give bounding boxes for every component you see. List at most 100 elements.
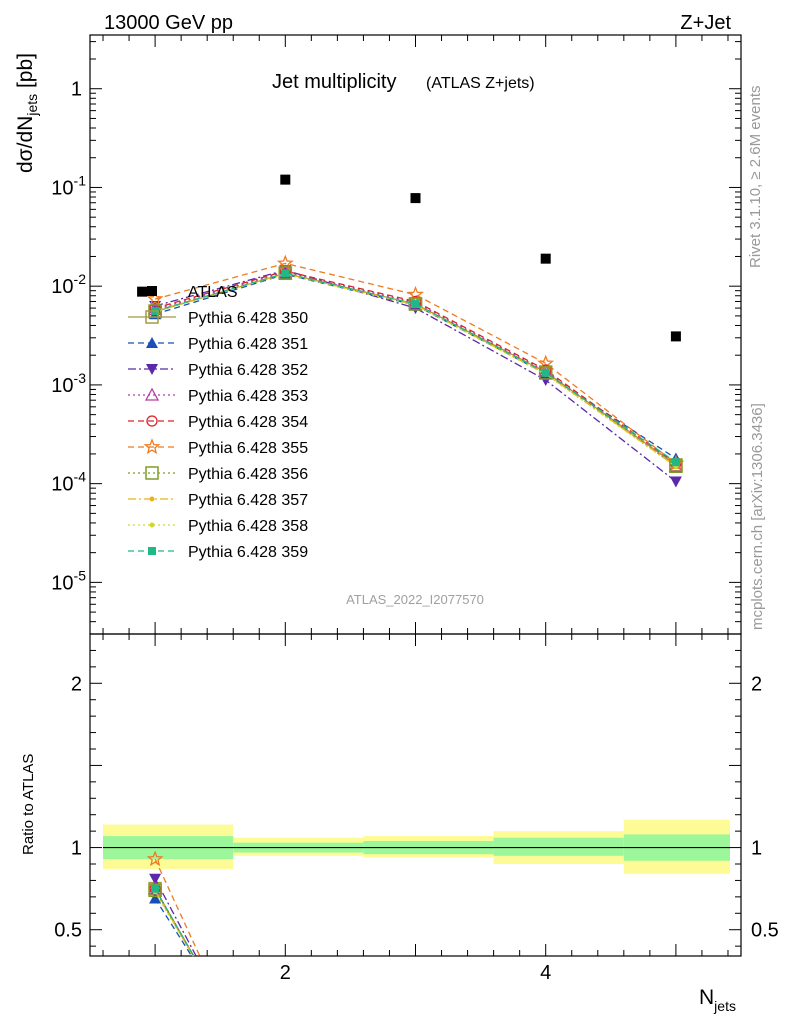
ratio-point	[148, 883, 162, 898]
legend-label: Pythia 6.428 357	[188, 492, 308, 509]
ratio-panel-frame	[89, 633, 742, 957]
atlas-data	[137, 174, 681, 342]
main-ylabel: dσ/dNjets [pb]	[14, 53, 40, 173]
header-right: Z+Jet	[680, 12, 731, 34]
ratio-point	[146, 850, 164, 867]
legend-label: Pythia 6.428 355	[188, 440, 308, 457]
ratio-line	[154, 888, 195, 957]
legend-marker	[143, 438, 161, 455]
series-line	[154, 272, 677, 467]
series-point	[671, 458, 680, 467]
data-point	[280, 174, 291, 185]
series-line	[154, 273, 677, 468]
legend-label: Pythia 6.428 358	[188, 518, 308, 535]
legend-entry-352: Pythia 6.428 352	[128, 362, 308, 379]
x-tick-label: 2	[280, 962, 291, 984]
legend-entry-350: Pythia 6.428 350	[128, 310, 308, 327]
ratio-uncertainty-bands	[103, 819, 730, 874]
series-point	[541, 368, 550, 377]
ratio-point	[149, 873, 162, 885]
ratio-line	[154, 858, 201, 957]
band-inner	[493, 837, 624, 856]
axis-ticks: 10-510-410-310-210-112 40.5 0.51 12 2	[51, 35, 779, 984]
y-tick-base: 10	[51, 177, 73, 199]
legend-entry-356: Pythia 6.428 356	[128, 466, 308, 483]
legend-marker	[144, 387, 160, 401]
ratio-series-352	[149, 873, 197, 957]
series-point	[669, 476, 682, 488]
ratio-series-351	[149, 892, 193, 957]
y-tick-label: 1	[71, 79, 82, 101]
series-point	[411, 299, 420, 308]
data-point	[410, 193, 421, 204]
legend-marker	[148, 547, 156, 555]
series-point	[539, 375, 552, 387]
y-tick-base: 10	[51, 572, 73, 594]
legend-label: Pythia 6.428 350	[188, 310, 308, 327]
legend-label: Pythia 6.428 352	[188, 362, 308, 379]
analysis-watermark: ATLAS_2022_I2077570	[346, 592, 484, 607]
legend-entry-351: Pythia 6.428 351	[128, 336, 308, 353]
legend-marker	[147, 286, 157, 296]
ratio-series-group	[146, 850, 201, 957]
legend-label: Pythia 6.428 359	[188, 544, 308, 561]
legend-entry-atlas: ATLAS	[147, 284, 238, 301]
xlabel: Njets	[699, 986, 736, 1014]
series-line	[154, 271, 677, 467]
main-ylabel-text: dσ/dNjets [pb]	[14, 53, 40, 173]
series-point	[281, 269, 290, 278]
ylabel-unit: [pb]	[14, 53, 37, 94]
legend-entry-354: Pythia 6.428 354	[128, 414, 308, 431]
legend-marker	[146, 337, 158, 348]
data-point	[137, 286, 148, 297]
mcplots-label: mcplots.cern.ch [arXiv:1306.3436]	[749, 403, 766, 630]
legend-entry-357: Pythia 6.428 357	[128, 492, 308, 509]
ratio-line	[154, 891, 194, 957]
series-point	[538, 366, 553, 380]
y-tick-exp: -2	[74, 271, 87, 287]
ratio-y-tick-label-right: 2	[751, 673, 762, 695]
y-tick-exp: -4	[74, 469, 87, 485]
legend-marker	[149, 496, 155, 502]
xlabel-text: Njets	[699, 986, 736, 1014]
ratio-series-355	[146, 850, 201, 957]
y-tick-label: 10-4	[51, 469, 86, 496]
ratio-series-359	[151, 884, 195, 957]
ratio-y-tick-label: 1	[71, 838, 82, 860]
ratio-line	[154, 898, 193, 957]
legend-marker	[149, 522, 155, 528]
y-tick-label: 10-1	[51, 172, 86, 199]
legend-marker	[146, 415, 158, 427]
legend-entry-355: Pythia 6.428 355	[128, 438, 308, 457]
legend-label: Pythia 6.428 354	[188, 414, 308, 431]
ratio-y-tick-label-right: 0.5	[751, 920, 779, 942]
series-line	[154, 272, 677, 463]
y-tick-base: 10	[51, 375, 73, 397]
y-tick-base: 10	[51, 276, 73, 298]
legend-marker	[145, 466, 159, 480]
legend-label: Pythia 6.428 353	[188, 388, 308, 405]
legend: ATLAS Pythia 6.428 350 Pythia 6.428 351 Pyt…	[128, 284, 308, 561]
series-line	[154, 262, 677, 465]
chart-title: Jet multiplicity	[272, 71, 396, 93]
chart-subtitle: (ATLAS Z+jets)	[426, 75, 535, 92]
legend-entry-359: Pythia 6.428 359	[128, 544, 308, 561]
y-tick-exp: -1	[74, 172, 87, 188]
y-tick-exp: -3	[74, 370, 87, 386]
legend-marker	[146, 364, 158, 375]
series-line	[154, 270, 677, 465]
series-point	[278, 266, 293, 280]
legend-entry-353: Pythia 6.428 353	[128, 387, 308, 405]
series-point	[146, 290, 164, 307]
ratio-point	[149, 892, 162, 904]
ratio-ylabel: Ratio to ATLAS	[20, 754, 37, 855]
ratio-series-356	[148, 883, 194, 957]
y-tick-label: 10-3	[51, 370, 86, 397]
y-tick-exp: -5	[74, 567, 87, 583]
ratio-y-tick-label: 2	[71, 673, 82, 695]
ylabel-sub: jets	[24, 94, 40, 117]
legend-entry-358: Pythia 6.428 358	[128, 518, 308, 535]
y-tick-label: 10-5	[51, 567, 86, 594]
ylabel-prefix: dσ/dN	[14, 116, 37, 173]
